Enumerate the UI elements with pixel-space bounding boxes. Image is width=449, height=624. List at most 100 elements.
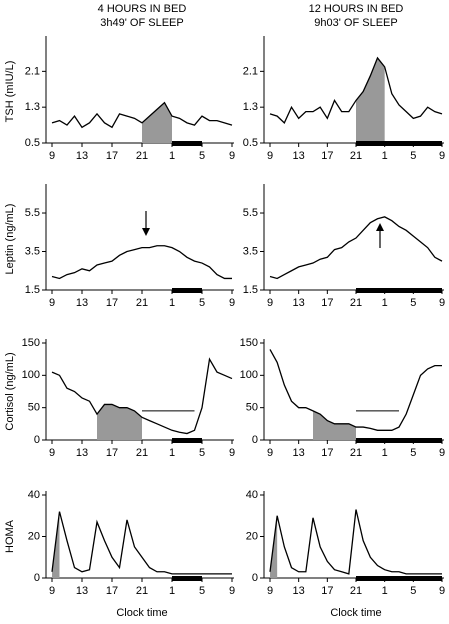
sleep-bar (356, 576, 442, 581)
sleep-bar (356, 288, 442, 293)
data-line (51, 357, 233, 435)
x-tick-label: 1 (382, 585, 388, 597)
x-tick-label: 9 (229, 297, 235, 309)
y-tick-label: 1.5 (25, 284, 40, 296)
x-tick-label: 5 (410, 585, 416, 597)
y-tick-label: 3.5 (25, 245, 40, 257)
y-tick-label: 20 (246, 530, 258, 542)
x-tick-label: 9 (49, 447, 55, 459)
x-tick-label: 1 (169, 297, 175, 309)
sleep-bar (172, 576, 202, 581)
x-tick-label: 21 (136, 585, 148, 597)
sleep-bar (172, 141, 202, 146)
x-tick-label: 13 (76, 447, 88, 459)
x-tick-label: 9 (439, 150, 445, 162)
x-tick-label: 13 (293, 297, 305, 309)
x-tick-label: 9 (267, 447, 273, 459)
y-tick-label: 5.5 (25, 207, 40, 219)
data-line (51, 511, 232, 575)
x-tick-label: 17 (106, 150, 118, 162)
column-subtitle: 9h03' OF SLEEP (314, 17, 397, 29)
x-tick-label: 9 (267, 585, 273, 597)
shaded-area (142, 102, 172, 143)
y-tick-label: 2.1 (25, 65, 40, 77)
y-tick-label: 150 (240, 337, 258, 349)
y-tick-label: 100 (22, 369, 40, 381)
x-tick-label: 13 (293, 585, 305, 597)
x-tick-label: 9 (229, 150, 235, 162)
y-tick-label: 150 (22, 337, 40, 349)
x-tick-label: 17 (321, 297, 333, 309)
x-tick-label: 17 (106, 585, 118, 597)
sleep-bar (356, 141, 442, 146)
y-tick-label: 0 (252, 572, 258, 584)
x-tick-label: 9 (49, 585, 55, 597)
x-tick-label: 21 (350, 297, 362, 309)
x-tick-label: 1 (169, 585, 175, 597)
shaded-area (313, 410, 356, 440)
column-title: 4 HOURS IN BED (98, 3, 187, 15)
x-tick-label: 1 (169, 150, 175, 162)
x-tick-label: 5 (199, 150, 205, 162)
x-tick-label: 13 (293, 447, 305, 459)
data-line (269, 509, 442, 575)
x-tick-label: 9 (229, 447, 235, 459)
y-tick-label: 1.5 (243, 284, 258, 296)
sleep-bar (172, 438, 202, 443)
x-tick-label: 17 (321, 150, 333, 162)
data-line (269, 216, 443, 280)
x-tick-label: 1 (169, 447, 175, 459)
y-tick-label: 50 (246, 402, 258, 414)
y-tick-label: 5.5 (243, 207, 258, 219)
y-axis-label: TSH (mIU/L) (4, 61, 16, 123)
x-tick-label: 5 (410, 150, 416, 162)
x-axis-label: Clock time (116, 607, 167, 619)
x-tick-label: 21 (350, 150, 362, 162)
data-line (269, 349, 442, 431)
shaded-area (97, 404, 142, 440)
y-tick-label: 40 (246, 489, 258, 501)
data-line (269, 56, 443, 124)
x-tick-label: 13 (76, 297, 88, 309)
y-tick-label: 50 (28, 402, 40, 414)
y-tick-label: 0.5 (243, 137, 258, 149)
x-tick-label: 5 (410, 297, 416, 309)
y-tick-label: 0 (34, 434, 40, 446)
y-tick-label: 2.1 (243, 65, 258, 77)
x-tick-label: 13 (293, 150, 305, 162)
x-tick-label: 9 (439, 297, 445, 309)
x-tick-label: 1 (382, 150, 388, 162)
x-tick-label: 9 (49, 297, 55, 309)
y-tick-label: 0.5 (25, 137, 40, 149)
shaded-area (356, 57, 385, 144)
x-tick-label: 9 (229, 585, 235, 597)
y-axis-label: Cortisol (ng/mL) (4, 352, 16, 430)
x-tick-label: 5 (199, 297, 205, 309)
arrow (142, 211, 150, 236)
x-tick-label: 17 (321, 585, 333, 597)
x-tick-label: 17 (321, 447, 333, 459)
x-tick-label: 21 (136, 150, 148, 162)
y-tick-label: 0 (252, 434, 258, 446)
y-tick-label: 1.3 (243, 101, 258, 113)
x-tick-label: 9 (49, 150, 55, 162)
y-tick-label: 3.5 (243, 245, 258, 257)
x-tick-label: 5 (199, 585, 205, 597)
x-tick-label: 9 (439, 447, 445, 459)
x-axis-label: Clock time (330, 607, 381, 619)
column-title: 12 HOURS IN BED (309, 3, 404, 15)
y-tick-label: 20 (28, 530, 40, 542)
data-line (51, 245, 232, 280)
data-line (51, 101, 233, 129)
x-tick-label: 9 (267, 297, 273, 309)
x-tick-label: 9 (267, 150, 273, 162)
x-tick-label: 9 (439, 585, 445, 597)
x-tick-label: 21 (136, 447, 148, 459)
y-tick-label: 40 (28, 489, 40, 501)
column-subtitle: 3h49' OF SLEEP (100, 17, 183, 29)
x-tick-label: 5 (199, 447, 205, 459)
x-tick-label: 21 (350, 585, 362, 597)
x-tick-label: 5 (410, 447, 416, 459)
arrow (376, 223, 384, 248)
x-tick-label: 13 (76, 585, 88, 597)
